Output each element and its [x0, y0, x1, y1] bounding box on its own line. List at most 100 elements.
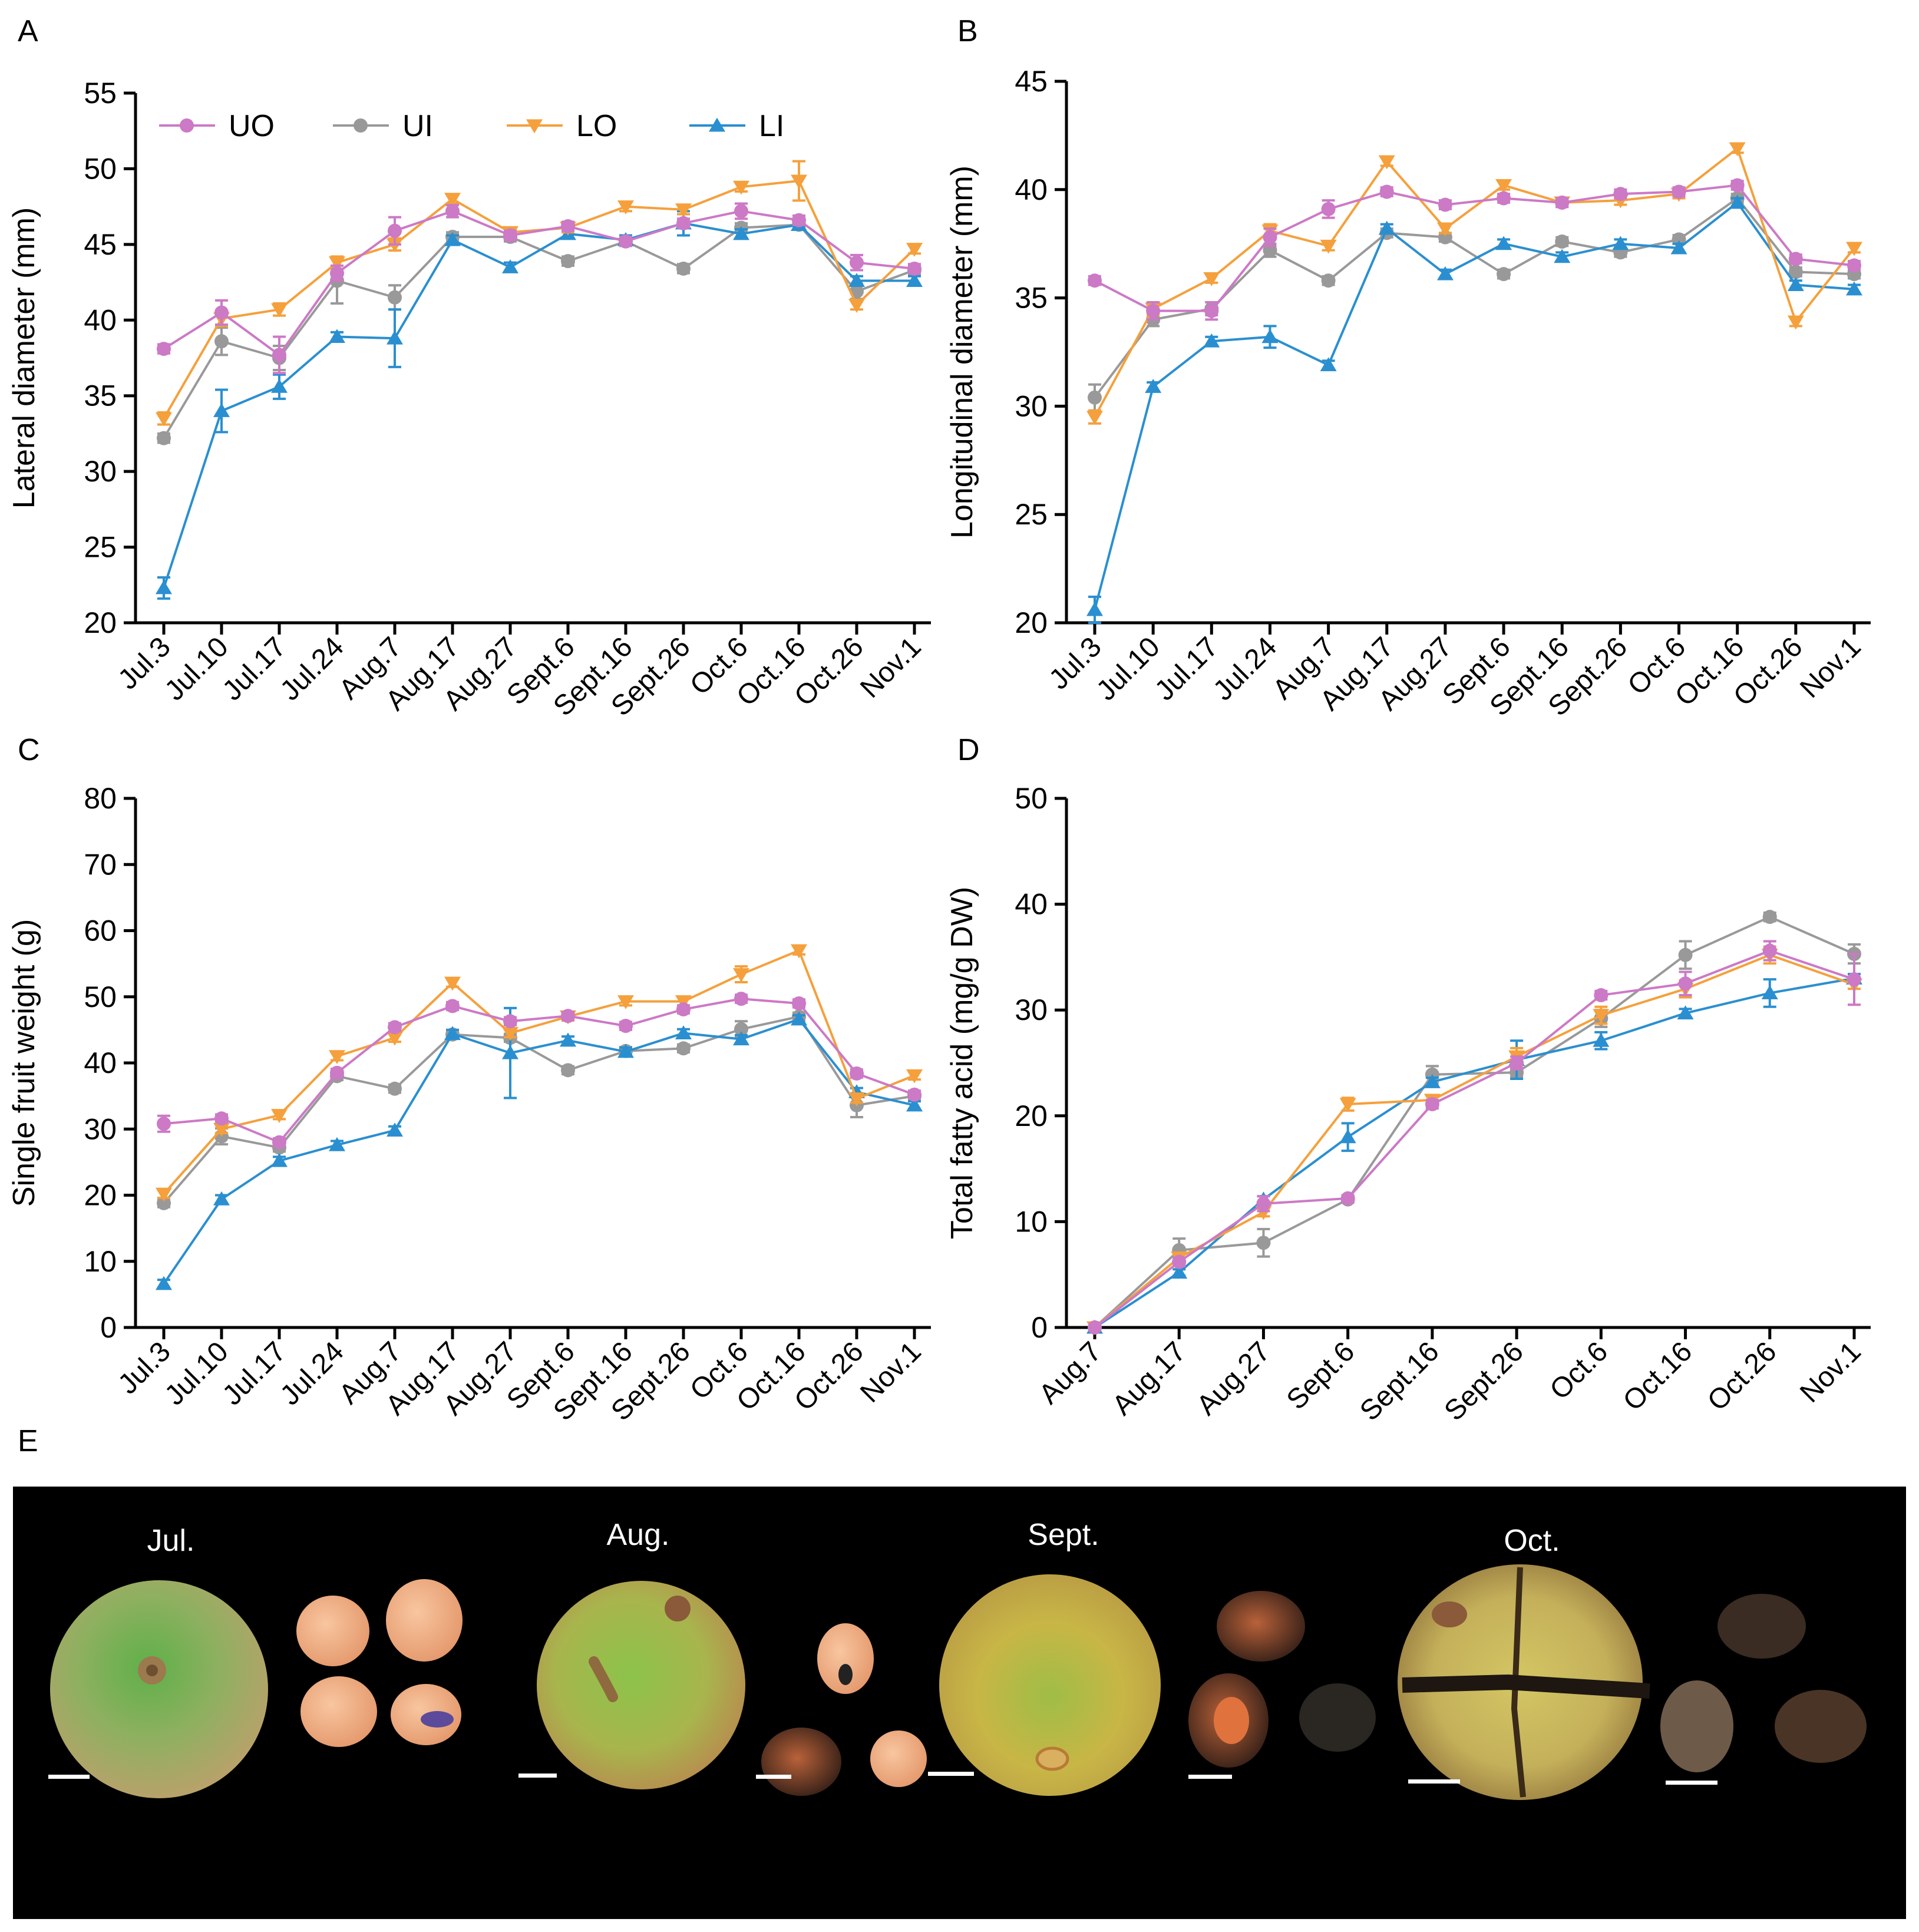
data-point: [156, 412, 172, 427]
data-point: [617, 200, 634, 214]
data-point: [503, 1014, 517, 1029]
month-label-sept: Sept.: [1028, 1518, 1099, 1552]
data-point: [1497, 191, 1511, 206]
fruit-photo-sept: [939, 1574, 1161, 1796]
y-tick-label-a: 25: [84, 531, 117, 564]
data-point: [561, 1009, 575, 1023]
y-axis-title-d: Total fatty acid (mg/g DW): [945, 887, 979, 1239]
data-point: [444, 976, 461, 991]
data-point: [676, 1041, 691, 1056]
series-line: [1094, 147, 1855, 418]
data-point: [271, 1152, 288, 1167]
data-point: [906, 243, 923, 257]
scale-bar-oct-fruit: [1408, 1779, 1460, 1784]
data-point: [1146, 303, 1161, 318]
data-point: [676, 216, 691, 230]
series-lo-b: [1086, 142, 1862, 425]
data-point: [560, 1032, 576, 1047]
month-label-jul: Jul.: [147, 1524, 195, 1558]
data-point: [1378, 220, 1395, 235]
series-uo-c: [157, 992, 921, 1150]
series-line: [1094, 197, 1855, 398]
series-line: [163, 1015, 915, 1204]
data-point: [388, 1081, 402, 1096]
data-point: [1256, 1236, 1271, 1250]
data-point: [1847, 258, 1861, 273]
data-point: [1340, 1191, 1355, 1206]
data-point: [329, 329, 345, 344]
data-point: [271, 1109, 288, 1123]
x-tick-label-d: Aug.27: [1191, 1336, 1276, 1421]
data-point: [1425, 1097, 1439, 1112]
scale-bar-sept-fruit: [928, 1772, 974, 1776]
data-point: [675, 1025, 692, 1039]
data-point: [444, 193, 461, 207]
series-line: [1094, 184, 1855, 312]
data-point: [675, 203, 692, 218]
data-point: [444, 1026, 461, 1041]
x-tick-label-b: Nov.1: [1794, 631, 1867, 704]
series-ui-c: [157, 1009, 921, 1210]
legend-marker-uo: [180, 118, 194, 133]
data-point: [850, 1066, 864, 1081]
series-li-d: [1086, 970, 1862, 1334]
data-point: [156, 1276, 172, 1290]
data-point: [1554, 249, 1571, 263]
y-tick-label-c: 80: [84, 782, 117, 815]
chart-legend: UO UI LO LI: [159, 109, 784, 143]
data-point: [906, 1097, 923, 1112]
data-point: [1379, 184, 1394, 199]
data-point: [848, 1092, 865, 1107]
y-tick-label-d: 50: [1015, 782, 1048, 815]
data-point: [271, 303, 288, 318]
data-point: [388, 1020, 402, 1035]
data-point: [1320, 357, 1337, 372]
series-uo-d: [1088, 940, 1861, 1335]
data-point: [329, 1050, 345, 1065]
y-tick-label-a: 50: [84, 152, 117, 185]
y-tick-label-c: 40: [84, 1046, 117, 1079]
data-point: [1729, 142, 1746, 157]
data-point: [1510, 1056, 1524, 1070]
data-point: [1321, 202, 1336, 216]
data-point: [1378, 155, 1395, 170]
data-point: [1339, 1129, 1356, 1144]
data-point: [619, 1019, 633, 1033]
legend-label-lo: LO: [576, 109, 617, 143]
series-uo-a: [157, 202, 921, 375]
data-point: [907, 1087, 921, 1102]
scale-bar-aug-seed: [756, 1775, 791, 1779]
data-point: [850, 255, 864, 270]
data-point: [733, 226, 749, 240]
x-tick-label-c: Jul.24: [275, 1336, 350, 1411]
scale-bar-oct-seed: [1666, 1781, 1717, 1785]
data-point: [1788, 252, 1803, 266]
scale-bar-jul-fruit: [48, 1775, 90, 1779]
y-tick-label-d: 0: [1031, 1311, 1048, 1344]
y-tick-label-a: 30: [84, 455, 117, 488]
series-line: [1094, 953, 1855, 1329]
data-point: [733, 968, 749, 982]
data-point: [444, 232, 461, 246]
data-point: [617, 995, 634, 1009]
data-point: [213, 1191, 230, 1206]
series-line: [163, 210, 915, 356]
data-point: [733, 1031, 749, 1046]
data-point: [214, 334, 229, 349]
data-point: [1086, 411, 1103, 425]
data-point: [734, 992, 748, 1006]
panel-letter-e: E: [18, 1424, 38, 1458]
data-point: [1263, 230, 1277, 245]
data-point: [791, 1011, 807, 1026]
x-tick-label-b: Jul.17: [1149, 631, 1224, 706]
data-point: [561, 1063, 575, 1078]
y-tick-label-c: 20: [84, 1179, 117, 1212]
y-axis-title-b: Longitudinal diameter (mm): [945, 166, 979, 539]
legend-label-uo: UO: [229, 109, 275, 143]
data-point: [1255, 1206, 1272, 1220]
x-tick-label-a: Jul.24: [275, 631, 350, 706]
data-point: [676, 261, 691, 276]
data-point: [1495, 179, 1512, 193]
series-li-b: [1086, 194, 1862, 624]
